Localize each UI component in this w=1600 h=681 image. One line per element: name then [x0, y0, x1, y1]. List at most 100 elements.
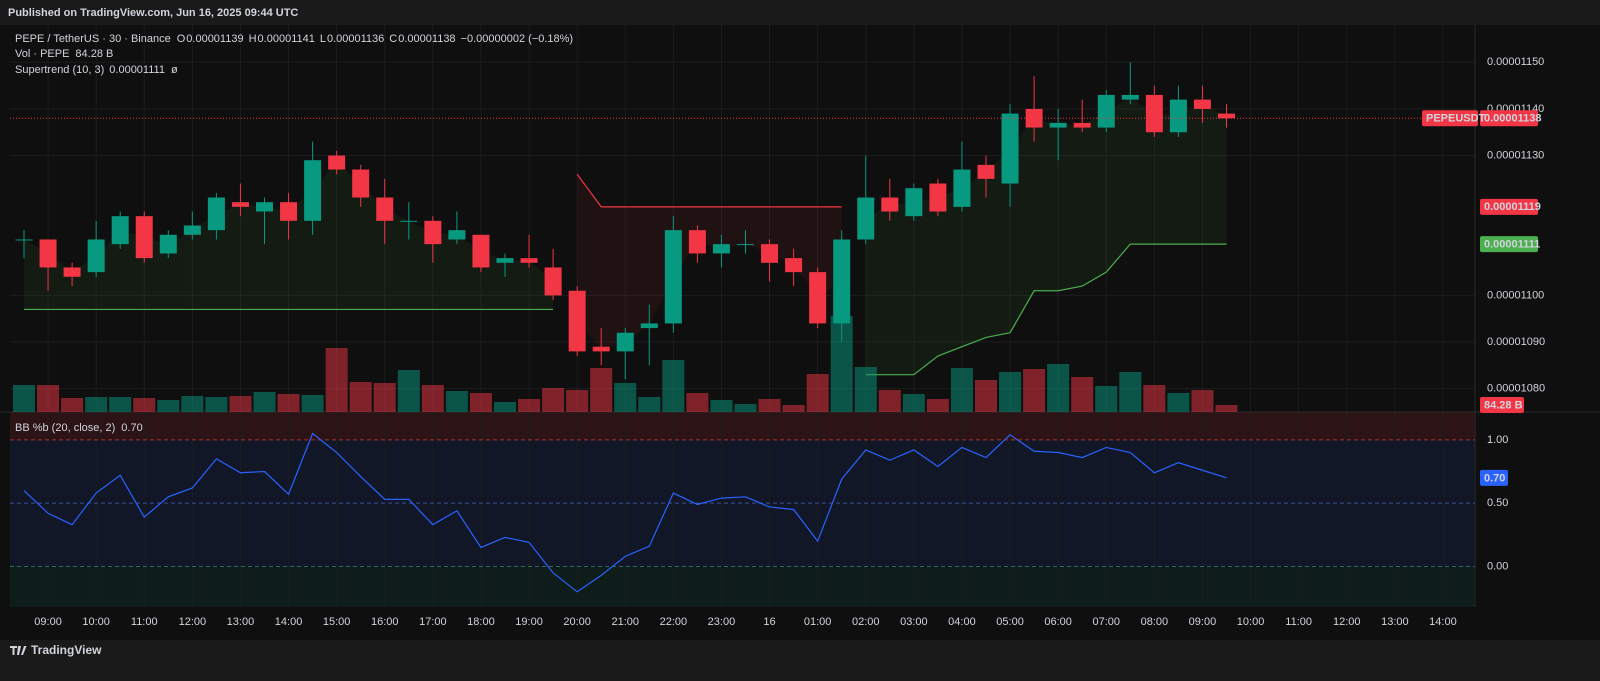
- x-tick-label: 18:00: [467, 616, 495, 628]
- volume-bar: [1071, 377, 1094, 412]
- x-tick-label: 11:00: [1285, 616, 1312, 628]
- bb-tick-label: 0.50: [1487, 497, 1508, 509]
- volume-bar: [518, 399, 541, 412]
- x-tick-label: 17:00: [419, 616, 447, 628]
- volume-bar: [830, 316, 853, 412]
- candle-body: [135, 216, 153, 259]
- x-tick-label: 01:00: [804, 616, 832, 628]
- volume-bar: [566, 390, 589, 412]
- legend-ohlc-value: 0.00001139: [186, 33, 243, 45]
- price-tag-bg: [1480, 236, 1538, 253]
- candle-body: [496, 258, 514, 263]
- volume-tag-bg: [1480, 396, 1524, 413]
- volume-bar: [950, 368, 973, 412]
- x-tick-label: 10:00: [1237, 616, 1265, 628]
- candle-body: [520, 258, 538, 263]
- candle-body: [640, 323, 658, 329]
- y-tick-label: 0.00001150: [1487, 56, 1544, 68]
- candle-body: [857, 197, 875, 240]
- candle-body: [737, 244, 754, 246]
- y-tick-label: 0.00001100: [1487, 289, 1544, 301]
- candle-body: [1145, 94, 1163, 133]
- volume-bar: [397, 370, 420, 412]
- legend-ohlc-value: 0.00001138: [398, 33, 455, 45]
- candle-body: [304, 160, 322, 221]
- y-tick-label: 0.00001080: [1487, 383, 1545, 395]
- price-tag-bg: [1480, 198, 1538, 215]
- candle-body: [87, 239, 105, 273]
- x-tick-label: 10:00: [82, 616, 110, 628]
- legend-ohlc-key: H: [249, 33, 257, 45]
- volume-bar: [253, 392, 276, 412]
- bb-tag-bg: [1480, 469, 1508, 486]
- x-tick-label: 14:00: [1429, 616, 1457, 628]
- volume-bar: [734, 404, 757, 412]
- candle-body: [833, 239, 851, 324]
- volume-bar: [758, 399, 781, 412]
- candle-body: [905, 188, 923, 217]
- candle-body: [809, 272, 827, 324]
- legend-supertrend: Supertrend (10, 3): [15, 64, 104, 76]
- volume-bar: [590, 368, 613, 412]
- candle-body: [111, 216, 129, 245]
- volume-bar: [686, 393, 709, 412]
- volume-bar: [85, 397, 108, 412]
- logo: [10, 646, 27, 655]
- price-tag-bg: [1480, 110, 1538, 127]
- legend-ohlc-key: O: [177, 33, 186, 45]
- legend-supertrend-symbol: ø: [171, 64, 178, 76]
- candle-body: [1121, 94, 1139, 100]
- legend-volume-value: 84.28 B: [75, 48, 113, 60]
- x-tick-label: 20:00: [563, 616, 591, 628]
- volume-bar: [614, 383, 637, 412]
- volume-bar: [133, 398, 156, 412]
- candle-body: [448, 230, 466, 240]
- candle-body: [1218, 113, 1235, 119]
- candle-body: [712, 244, 730, 254]
- trend-fill: [865, 97, 1227, 375]
- bb-value: 0.70: [121, 422, 142, 434]
- symbol-tag-bg: [1422, 110, 1478, 127]
- legend-volume: Vol · PEPE: [15, 48, 69, 60]
- candle-body: [616, 332, 634, 352]
- price-tag: 0.00001111: [1484, 239, 1540, 251]
- legend-ohlc-value: 0.00001136: [327, 33, 384, 45]
- bb-tick-label: 0.00: [1487, 560, 1508, 572]
- brand: TradingView: [31, 643, 102, 657]
- candle-body: [472, 234, 490, 268]
- candle-body: [280, 202, 298, 221]
- candle-body: [977, 164, 995, 179]
- x-tick-label: 06:00: [1044, 616, 1072, 628]
- candle-body: [1001, 113, 1019, 184]
- candle-body: [328, 155, 346, 170]
- volume-bar: [710, 400, 733, 412]
- volume-bar: [1143, 385, 1166, 412]
- volume-bar: [157, 400, 180, 412]
- x-tick-label: 07:00: [1092, 616, 1120, 628]
- volume-bar: [325, 348, 348, 412]
- candle-body: [207, 197, 225, 231]
- volume-bar: [662, 360, 685, 412]
- candle-body: [1049, 122, 1067, 128]
- volume-bar: [205, 397, 228, 412]
- x-tick-label: 12:00: [1333, 616, 1361, 628]
- band-lower: [10, 566, 1475, 607]
- candle-body: [376, 197, 394, 221]
- volume-bar: [878, 390, 901, 412]
- supertrend-line: [576, 173, 842, 208]
- volume-bar: [782, 405, 805, 412]
- bb-tag: 0.70: [1484, 472, 1505, 484]
- legend-ohlc-key: C: [389, 33, 397, 45]
- volume-bar: [109, 397, 132, 412]
- x-tick-label: 05:00: [996, 616, 1024, 628]
- x-tick-label: 13:00: [1381, 616, 1409, 628]
- price-tag: 0.00001119: [1484, 201, 1541, 213]
- legend-ohlc-key: L: [320, 33, 326, 45]
- volume-bar: [469, 393, 492, 412]
- volume-bar: [854, 367, 877, 412]
- trend-fill: [577, 174, 842, 350]
- volume-bar: [445, 391, 468, 412]
- y-tick-label: 0.00001090: [1487, 336, 1545, 348]
